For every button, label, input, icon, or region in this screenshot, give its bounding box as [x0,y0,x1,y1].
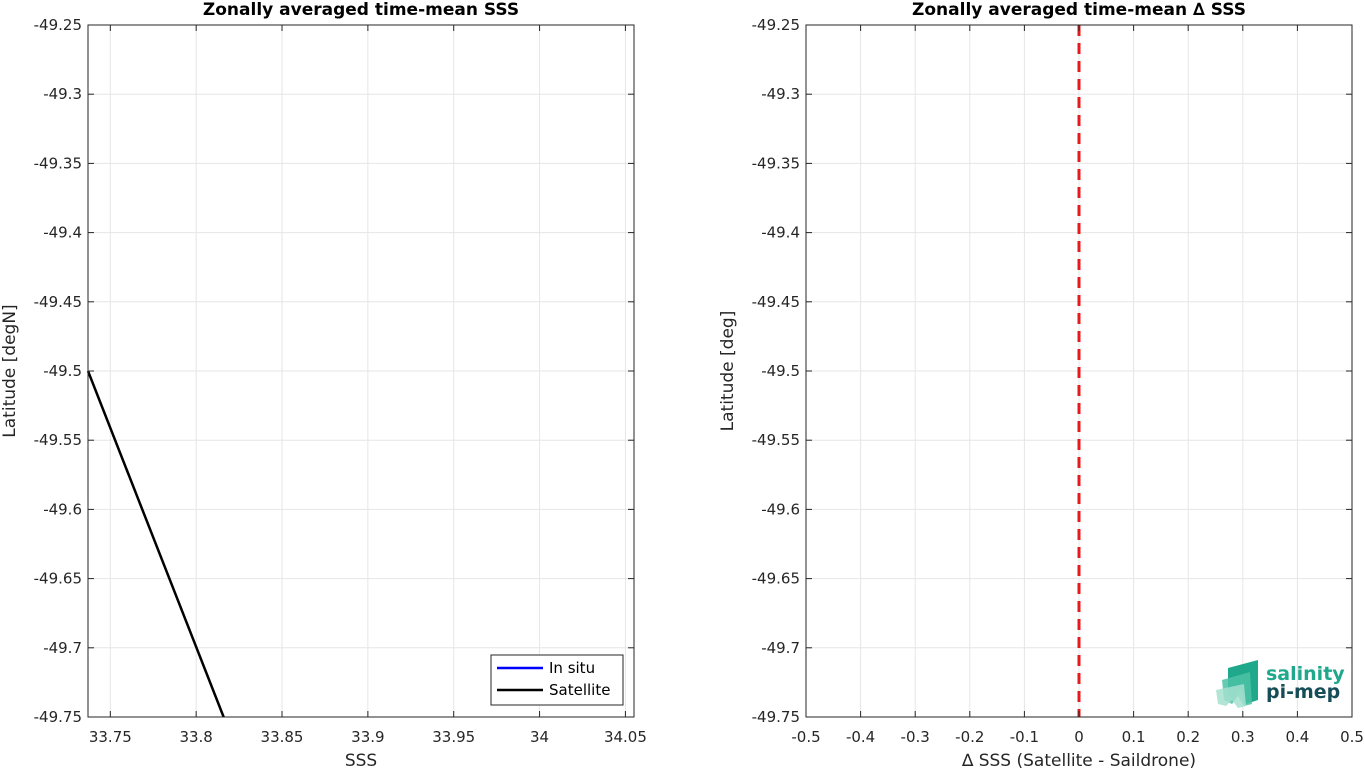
delta-sss-y-tick-label: -49.25 [752,16,800,34]
sss-chart-title: Zonally averaged time-mean SSS [203,0,519,20]
sss-y-tick-label: -49.3 [43,85,82,103]
delta-sss-y-tick-label: -49.45 [752,293,800,311]
sss-ticks: 33.75 33.8 33.85 33.9 33.95 34 34.05 -49.25 -49.… [34,16,647,746]
sss-legend: In situ Satellite [490,654,624,706]
delta-sss-y-tick-label: -49.4 [761,224,800,242]
delta-sss-x-axis-title: ∆ SSS (Satellite - Saildrone) [961,751,1196,769]
sss-x-tick-label: 33.75 [89,728,132,746]
legend-label-in-situ: In situ [549,659,595,677]
delta-sss-x-tick-label: 0.4 [1285,728,1309,746]
sss-x-axis-title: SSS [345,751,377,769]
sss-chart: 33.75 33.8 33.85 33.9 33.95 34 34.05 -49.25 -49.… [0,0,647,769]
delta-sss-x-tick-label: -0.4 [846,728,875,746]
logo-text-pi-mep: pi-mep [1266,681,1340,703]
sss-y-tick-label: -49.25 [34,16,82,34]
delta-sss-ticks: -0.5 -0.4 -0.3 -0.2 -0.1 0 0.1 0.2 0.3 0.4 0.5 -49.… [752,16,1364,746]
sss-y-tick-label: -49.45 [34,293,82,311]
delta-sss-y-tick-label: -49.5 [761,362,800,380]
sss-x-tick-label: 34.05 [604,728,647,746]
delta-sss-y-tick-label: -49.35 [752,154,800,172]
sss-y-tick-label: -49.75 [34,708,82,726]
sss-x-tick-label: 33.85 [261,728,304,746]
sss-x-tick-label: 33.8 [179,728,212,746]
series-line-satellite [86,370,225,718]
delta-sss-x-tick-label: -0.1 [1010,728,1039,746]
sss-y-tick-label: -49.65 [34,570,82,588]
salinity-pi-mep-logo: salinity pi-mep [1216,660,1345,708]
delta-sss-x-tick-label: 0.1 [1122,728,1146,746]
sss-y-axis-title: Latitude [degN] [0,304,20,437]
sss-y-tick-label: -49.5 [43,362,82,380]
sss-series [86,370,225,718]
sss-y-tick-label: -49.35 [34,154,82,172]
delta-sss-x-tick-label: -0.5 [791,728,820,746]
delta-sss-chart: -0.5 -0.4 -0.3 -0.2 -0.1 0 0.1 0.2 0.3 0.4 0.5 -49.… [718,0,1364,769]
delta-sss-x-tick-label: 0.5 [1340,728,1364,746]
sss-y-tick-label: -49.4 [43,224,82,242]
sss-y-tick-label: -49.6 [43,500,82,518]
delta-sss-x-tick-label: -0.3 [901,728,930,746]
delta-sss-y-tick-label: -49.3 [761,85,800,103]
wave-logo-icon [1216,660,1258,708]
delta-sss-x-tick-label: -0.2 [955,728,984,746]
sss-x-tick-label: 33.95 [432,728,475,746]
legend-label-satellite: Satellite [549,681,610,699]
delta-sss-y-tick-label: -49.7 [761,639,800,657]
delta-sss-x-tick-label: 0.2 [1176,728,1200,746]
sss-y-tick-label: -49.55 [34,431,82,449]
sss-y-tick-label: -49.7 [43,639,82,657]
delta-sss-chart-title: Zonally averaged time-mean ∆ SSS [912,0,1246,20]
delta-sss-y-tick-label: -49.65 [752,570,800,588]
delta-sss-x-tick-label: 0 [1074,728,1084,746]
sss-x-tick-label: 34 [530,728,549,746]
delta-sss-y-tick-label: -49.55 [752,431,800,449]
legend-box [490,654,624,706]
delta-sss-x-tick-label: 0.3 [1231,728,1255,746]
delta-sss-y-tick-label: -49.6 [761,500,800,518]
logo-text-salinity: salinity [1266,663,1345,685]
delta-sss-y-tick-label: -49.75 [752,708,800,726]
sss-x-tick-label: 33.9 [351,728,384,746]
delta-sss-y-axis-title: Latitude [deg] [718,311,738,432]
